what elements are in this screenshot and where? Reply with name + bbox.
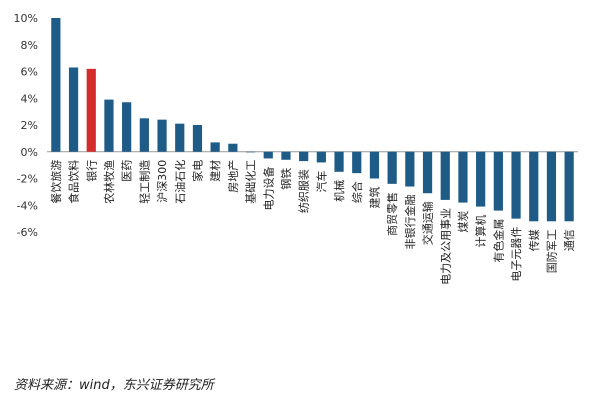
y-tick-label: 4% bbox=[21, 92, 38, 105]
bar bbox=[369, 151, 380, 179]
category-label: 电子元器件 bbox=[510, 227, 523, 282]
bars bbox=[51, 18, 574, 222]
y-tick-label: -2% bbox=[17, 173, 38, 186]
category-label: 综合 bbox=[350, 181, 364, 203]
bar bbox=[299, 151, 309, 162]
bar bbox=[86, 68, 96, 152]
bar bbox=[511, 151, 521, 219]
bar bbox=[405, 151, 415, 187]
bar bbox=[68, 67, 79, 152]
bar bbox=[387, 151, 397, 184]
y-tick-label: 10% bbox=[14, 12, 38, 25]
bar bbox=[458, 151, 468, 203]
bar-chart: -6% -4% -2% 0% 2% 4% 6% 8% 10% 餐饮旅游 食品饮料 银行 农林牧渔 医药轻… bbox=[14, 12, 578, 285]
category-label: 家电 bbox=[190, 160, 204, 182]
bar bbox=[228, 143, 238, 152]
bar bbox=[529, 151, 539, 222]
y-tick-label: 8% bbox=[21, 39, 38, 52]
bar bbox=[122, 102, 132, 152]
category-label: 交通运输 bbox=[421, 201, 435, 245]
category-label: 通信 bbox=[563, 229, 576, 251]
category-label: 煤炭 bbox=[457, 211, 470, 233]
category-label: 商贸零售 bbox=[385, 192, 399, 236]
bar bbox=[192, 125, 203, 152]
bar bbox=[51, 18, 61, 152]
y-tick-label: 0% bbox=[21, 146, 38, 159]
category-label: 建筑 bbox=[367, 187, 381, 209]
bar bbox=[281, 151, 291, 160]
category-label: 国防军工 bbox=[544, 229, 558, 273]
category-label: 医药 bbox=[121, 160, 134, 182]
category-label: 非银行金融 bbox=[403, 195, 417, 250]
category-label: 传媒 bbox=[528, 229, 541, 251]
y-axis: -6% -4% -2% 0% 2% 4% 6% 8% 10% bbox=[14, 12, 578, 239]
category-label: 石油石化 bbox=[173, 160, 187, 204]
category-label: 基础化工 bbox=[244, 160, 258, 204]
category-label: 建材 bbox=[208, 160, 222, 182]
category-label: 沪深300 bbox=[155, 160, 169, 203]
category-label: 电力及公用事业 bbox=[439, 208, 452, 285]
category-label: 轻工制造 bbox=[137, 160, 151, 204]
bar bbox=[476, 151, 486, 207]
category-label: 餐饮旅游 bbox=[49, 160, 63, 204]
y-tick-label: 6% bbox=[21, 66, 38, 79]
bar bbox=[440, 151, 450, 200]
category-label: 农林牧渔 bbox=[102, 160, 116, 204]
category-label: 计算机 bbox=[474, 215, 488, 248]
category-label: 有色金属 bbox=[491, 219, 505, 263]
category-label: 食品饮料 bbox=[67, 160, 81, 204]
category-label: 房地产 bbox=[226, 160, 240, 193]
bar bbox=[422, 151, 433, 194]
bar bbox=[210, 142, 220, 152]
bar bbox=[352, 151, 362, 174]
bar bbox=[316, 151, 326, 163]
bar bbox=[564, 151, 574, 222]
bar bbox=[263, 151, 273, 159]
bar bbox=[493, 151, 503, 211]
bar bbox=[546, 151, 557, 222]
bar bbox=[104, 99, 114, 152]
category-labels: 餐饮旅游 食品饮料 银行 农林牧渔 医药 轻工制造 沪深300 石油石化 家电 建材 房地产 基础化工… bbox=[49, 160, 576, 285]
category-label: 银行 bbox=[84, 160, 98, 182]
category-label: 电力设备 bbox=[261, 166, 275, 210]
bar bbox=[139, 118, 149, 152]
bar bbox=[245, 151, 256, 153]
category-label: 钢铁 bbox=[280, 168, 293, 190]
bar bbox=[157, 119, 167, 152]
source-note: 资料来源：wind，东兴证券研究所 bbox=[14, 378, 214, 393]
category-label: 机械 bbox=[332, 180, 346, 202]
y-tick-label: -4% bbox=[17, 199, 38, 212]
category-label: 汽车 bbox=[314, 170, 328, 192]
category-label: 纺织服装 bbox=[297, 169, 311, 213]
bar bbox=[334, 151, 344, 172]
y-tick-label: -6% bbox=[17, 226, 38, 239]
y-tick-label: 2% bbox=[21, 119, 38, 132]
bar bbox=[175, 123, 185, 152]
